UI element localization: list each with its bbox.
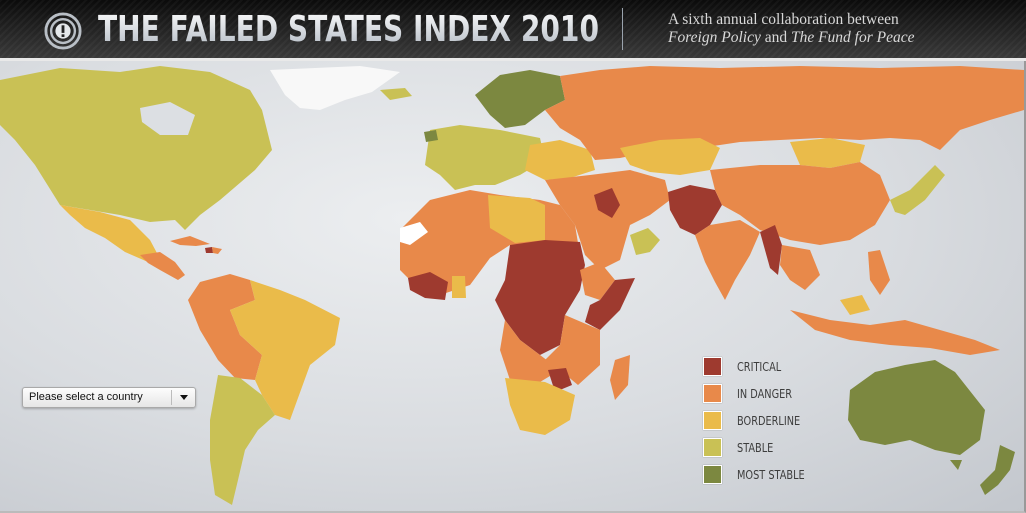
exclamation-target-icon xyxy=(44,12,82,50)
country-madagascar[interactable] xyxy=(610,355,630,400)
country-libya[interactable] xyxy=(488,195,545,243)
country-sudan-chad-car-drc[interactable] xyxy=(495,240,585,355)
country-somalia-kenya[interactable] xyxy=(585,278,635,330)
country-kazakhstan[interactable] xyxy=(620,138,720,175)
country-ethiopia[interactable] xyxy=(580,262,615,300)
legend-swatch-critical xyxy=(703,357,722,376)
country-iraq[interactable] xyxy=(594,188,620,218)
page-title: THE FAILED STATES INDEX 2010 xyxy=(98,9,600,50)
country-western-europe[interactable] xyxy=(425,125,545,190)
country-new-zealand[interactable] xyxy=(980,445,1015,495)
country-dominican-republic[interactable] xyxy=(212,247,222,254)
country-brazil[interactable] xyxy=(230,280,340,420)
country-afghanistan-pakistan[interactable] xyxy=(668,185,722,235)
country-haiti[interactable] xyxy=(205,247,213,253)
subtitle-and: and xyxy=(760,29,791,46)
country-philippines[interactable] xyxy=(868,250,890,295)
country-malaysia[interactable] xyxy=(840,295,870,315)
country-iceland[interactable] xyxy=(380,88,412,100)
country-western-sahara[interactable] xyxy=(400,222,428,245)
country-mongolia[interactable] xyxy=(790,138,865,168)
country-china[interactable] xyxy=(710,162,890,245)
country-southeast-asia[interactable] xyxy=(780,245,820,290)
world-map[interactable]: Please select a country CRITICAL IN DANG… xyxy=(0,61,1026,513)
country-india[interactable] xyxy=(695,220,760,300)
country-southern-africa[interactable] xyxy=(505,378,575,435)
country-scandinavia[interactable] xyxy=(475,70,565,128)
fund-for-peace-link: The Fund for Peace xyxy=(790,29,915,46)
country-greenland[interactable] xyxy=(270,66,400,110)
country-oman[interactable] xyxy=(630,228,660,255)
country-argentina-chile[interactable] xyxy=(210,375,275,505)
legend-swatch-borderline xyxy=(703,411,722,430)
country-mexico[interactable] xyxy=(60,205,158,262)
country-korea-japan[interactable] xyxy=(890,165,945,215)
dropdown-arrow-icon[interactable] xyxy=(180,395,188,400)
country-ivory-coast-guinea[interactable] xyxy=(408,272,448,300)
country-australia[interactable] xyxy=(848,360,985,455)
subtitle-line-1: A sixth annual collaboration between xyxy=(668,11,899,28)
header-divider xyxy=(622,8,623,50)
country-east-africa[interactable] xyxy=(545,315,600,385)
country-select-value: Please select a country xyxy=(29,391,143,403)
country-central-america[interactable] xyxy=(140,252,185,280)
country-russia[interactable] xyxy=(545,66,1024,160)
legend-label: MOST STABLE xyxy=(737,467,805,482)
header-subtitle: A sixth annual collaboration between For… xyxy=(668,11,915,47)
country-angola-zambia[interactable] xyxy=(500,320,560,382)
country-indonesia[interactable] xyxy=(790,310,1000,355)
legend-label: IN DANGER xyxy=(737,386,793,401)
country-tasmania[interactable] xyxy=(950,460,962,470)
legend-swatch-most-stable xyxy=(703,465,722,484)
hudson-bay xyxy=(140,102,195,135)
country-myanmar[interactable] xyxy=(760,225,782,275)
subtitle-line-2: Foreign Policy and The Fund for Peace xyxy=(668,29,915,47)
legend-swatch-stable xyxy=(703,438,722,457)
legend-label: STABLE xyxy=(737,440,774,455)
country-turkey-iran-saudi[interactable] xyxy=(545,170,670,270)
country-ghana[interactable] xyxy=(452,276,466,298)
world-map-svg[interactable] xyxy=(0,61,1026,513)
legend-swatch-in-danger xyxy=(703,384,722,403)
country-select-dropdown[interactable]: Please select a country xyxy=(22,387,196,408)
legend-label: BORDERLINE xyxy=(737,413,801,428)
country-eastern-europe[interactable] xyxy=(525,140,595,180)
country-canada-usa[interactable] xyxy=(0,66,272,230)
dropdown-separator xyxy=(171,390,172,405)
country-cuba[interactable] xyxy=(170,236,210,246)
header-banner: THE FAILED STATES INDEX 2010 A sixth ann… xyxy=(0,0,1026,61)
legend-label: CRITICAL xyxy=(737,359,782,374)
country-ireland[interactable] xyxy=(424,130,438,142)
foreign-policy-link: Foreign Policy xyxy=(668,29,761,46)
country-colombia-venezuela-peru-bolivia[interactable] xyxy=(188,274,262,380)
